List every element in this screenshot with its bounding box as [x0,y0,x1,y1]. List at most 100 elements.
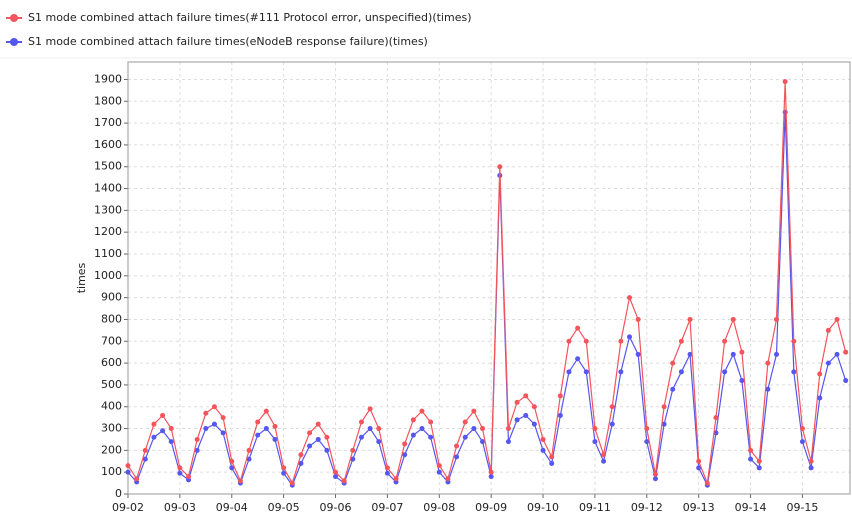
data-point [272,436,278,442]
y-tick-label: 100 [101,465,122,478]
data-point [186,474,192,480]
data-point [635,316,641,322]
data-point [627,295,633,301]
data-point [592,426,598,432]
data-point [142,456,148,462]
x-tick-label: 09-08 [423,501,455,514]
y-tick-label: 1200 [94,225,122,238]
y-tick-label: 400 [101,400,122,413]
y-axis-label: times [75,262,88,293]
data-point [315,421,321,427]
data-point [255,419,261,425]
data-point [229,465,235,471]
data-point [782,79,788,85]
data-point [756,458,762,464]
data-point [445,476,451,482]
data-point [488,474,494,480]
data-point [410,432,416,438]
data-point [618,369,624,375]
data-point [765,386,771,392]
x-tick-label: 09-02 [112,501,144,514]
data-point [281,465,287,471]
data-point [246,456,252,462]
data-point [635,351,641,357]
data-point [160,428,166,434]
data-point [722,338,728,344]
x-tick-label: 09-07 [371,501,403,514]
data-point [687,351,693,357]
y-tick-label: 300 [101,422,122,435]
data-point [393,476,399,482]
data-point [488,469,494,475]
y-tick-label: 800 [101,312,122,325]
data-point [808,465,814,471]
data-point [402,441,408,447]
y-tick-label: 600 [101,356,122,369]
data-point [237,478,243,484]
data-point [341,478,347,484]
data-point [696,458,702,464]
y-tick-label: 1100 [94,247,122,260]
data-point [333,474,339,480]
data-point [151,421,157,427]
data-point [454,443,460,449]
y-tick-label: 900 [101,291,122,304]
data-point [730,316,736,322]
data-point [480,426,486,432]
data-point [177,465,183,471]
data-point [211,421,217,427]
x-tick-label: 09-03 [164,501,196,514]
y-tick-label: 1000 [94,269,122,282]
data-point [765,360,771,366]
data-point [194,436,200,442]
data-point [834,351,840,357]
data-point [652,476,658,482]
data-point [557,412,563,418]
data-point [678,338,684,344]
data-point [687,316,693,322]
series-line [127,81,847,486]
data-point [549,460,555,466]
data-point [462,419,468,425]
data-point [592,439,598,445]
x-tick-label: 09-09 [475,501,507,514]
data-point [211,404,217,410]
legend-marker [10,14,18,22]
x-tick-label: 09-14 [735,501,767,514]
data-point [471,408,477,414]
data-point [151,434,157,440]
data-point [505,439,511,445]
data-point [540,436,546,442]
data-point [255,432,261,438]
data-point [428,419,434,425]
data-point [505,426,511,432]
data-point [739,378,745,384]
data-point [609,404,615,410]
data-point [739,349,745,355]
data-point [799,426,805,432]
data-point [428,434,434,440]
y-tick-label: 1600 [94,138,122,151]
data-point [575,356,581,362]
x-tick-label: 09-06 [320,501,352,514]
data-point [670,360,676,366]
data-point [748,456,754,462]
data-point [583,338,589,344]
data-point [307,430,313,436]
data-point [324,447,330,453]
y-tick-label: 1800 [94,94,122,107]
data-point [367,426,373,432]
y-tick-label: 1700 [94,116,122,129]
y-tick-label: 200 [101,443,122,456]
x-tick-label: 09-15 [786,501,818,514]
data-point [168,439,174,445]
data-point [644,426,650,432]
data-point [557,393,563,399]
data-point [609,421,615,427]
data-point [722,369,728,375]
data-point [627,334,633,340]
data-point [324,434,330,440]
legend-label: S1 mode combined attach failure times(eN… [28,35,428,48]
data-point [358,434,364,440]
data-point [618,338,624,344]
